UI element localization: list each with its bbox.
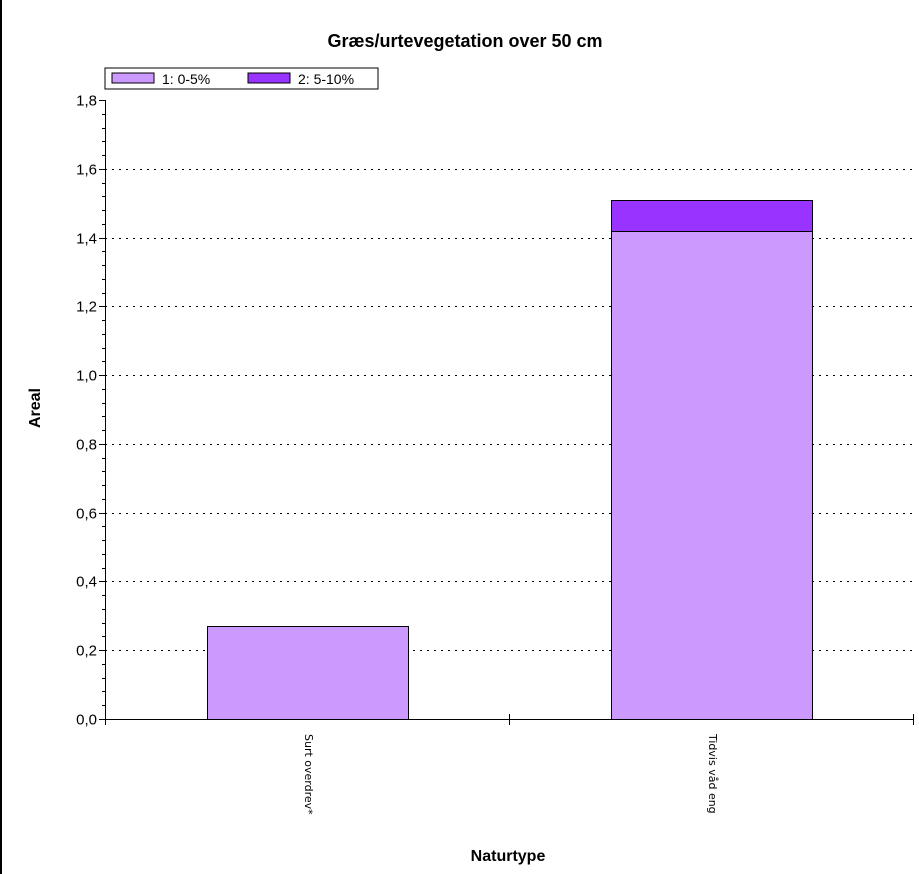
bar-2-series-2 [611,200,813,232]
y-tick-label-5: 1,0 [76,368,97,385]
y-tick-label-2: 0,4 [76,574,97,591]
x-category-label-2: Tidvis våd eng [706,733,719,814]
legend-swatch-series-1 [111,72,155,84]
legend-label-series-2: 2: 5-10% [298,71,354,87]
y-tick-label-3: 0,6 [76,506,97,523]
bars [207,200,813,720]
y-tick-label-4: 0,8 [76,437,97,454]
y-tick-label-0: 0,0 [76,712,97,729]
y-tick-label-1: 0,2 [76,643,97,660]
y-axis-title: Areal [27,388,44,428]
chart-title: Græs/urtevegetation over 50 cm [327,31,602,51]
legend-swatch-series-2 [247,72,291,84]
y-tick-label-9: 1,8 [76,93,97,110]
x-category-labels: Surt overdrev* Tidvis våd eng [302,733,719,815]
bar-2-series-1 [611,231,813,720]
x-axis-title: Naturtype [471,848,546,865]
legend-label-series-1: 1: 0-5% [162,71,210,87]
legend-frame [104,67,379,90]
y-tick-label-8: 1,6 [76,162,97,179]
y-tick-label-7: 1,4 [76,231,97,248]
x-category-label-1: Surt overdrev* [302,734,315,815]
legend: 1: 0-5% 2: 5-10% [104,67,379,90]
y-tick-label-6: 1,2 [76,299,97,316]
y-tick-labels: 0,0 0,2 0,4 0,6 0,8 1,0 1,2 1,4 1,6 1,8 [76,93,97,729]
bar-1-series-1 [207,626,409,720]
axes [99,100,914,725]
